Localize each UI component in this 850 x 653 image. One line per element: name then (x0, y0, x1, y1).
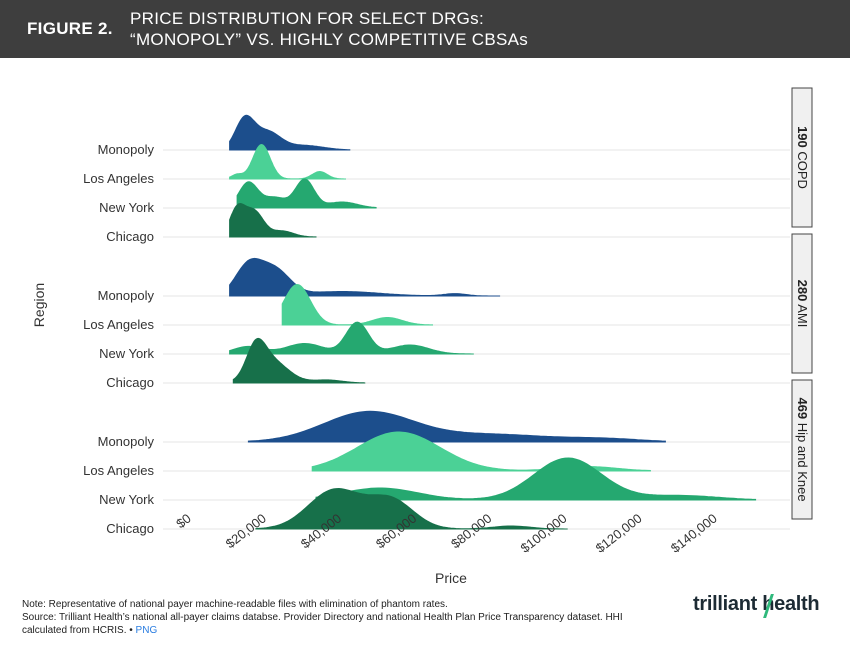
facet-strip (791, 233, 813, 374)
png-link[interactable]: PNG (135, 625, 158, 636)
facet-label: 469 Hip and Knee (795, 397, 810, 501)
ridge-monopoly (229, 257, 501, 297)
region-label: Chicago (106, 375, 154, 390)
figure-title: PRICE DISTRIBUTION FOR SELECT DRGs: “MON… (130, 8, 528, 50)
region-label: Los Angeles (83, 317, 154, 332)
ridge-monopoly (229, 114, 351, 151)
ridge-chicago (255, 487, 568, 530)
region-label: New York (99, 492, 154, 507)
ridge-monopoly (247, 410, 666, 443)
brand-logo: trilliant health (693, 593, 820, 615)
ridge-new-york (315, 457, 757, 501)
separator: • (126, 625, 136, 636)
region-label: Chicago (106, 521, 154, 536)
ridge-chicago (232, 337, 366, 384)
ridge-chicago (229, 202, 317, 238)
source-text: Source: Trilliant Health’s national all-… (22, 611, 662, 637)
title-line-2: “MONOPOLY” VS. HIGHLY COMPETITIVE CBSAs (130, 30, 529, 49)
facet-strip (791, 87, 813, 228)
x-tick-label: $0 (173, 511, 194, 532)
x-tick-label: $120,000 (593, 511, 645, 556)
facet-strip (791, 379, 813, 520)
region-label: Los Angeles (83, 171, 154, 186)
x-tick-label: $100,000 (518, 511, 570, 556)
ridge-new-york (236, 178, 377, 209)
source-body: Source: Trilliant Health’s national all-… (22, 612, 623, 636)
ridge-los-angeles (311, 431, 651, 472)
figure-header: FIGURE 2. PRICE DISTRIBUTION FOR SELECT … (0, 0, 850, 58)
facet-label: 280 AMI (795, 280, 810, 328)
region-label: Monopoly (98, 288, 155, 303)
region-label: Monopoly (98, 142, 155, 157)
region-label: New York (99, 346, 154, 361)
x-axis-title: Price (435, 570, 467, 586)
x-tick-label: $20,000 (223, 511, 269, 552)
figure-label: FIGURE 2. (27, 19, 113, 38)
region-label: Chicago (106, 229, 154, 244)
ridgeline-chart: Monopoly Los Angeles New York Chicago 190 CO… (31, 87, 813, 586)
note-text: Note: Representative of national payer m… (22, 599, 448, 610)
x-tick-label: $140,000 (668, 511, 720, 556)
ridge-los-angeles (229, 143, 346, 180)
ridge-los-angeles (281, 283, 433, 326)
title-line-1: PRICE DISTRIBUTION FOR SELECT DRGs: (130, 9, 485, 28)
y-axis-title: Region (31, 283, 47, 327)
region-label: New York (99, 200, 154, 215)
region-label: Los Angeles (83, 463, 154, 478)
chart-footnote: Note: Representative of national payer m… (22, 598, 662, 637)
facet-label: 190 COPD (795, 126, 810, 189)
region-label: Monopoly (98, 434, 155, 449)
x-tick-label: $80,000 (448, 511, 494, 552)
